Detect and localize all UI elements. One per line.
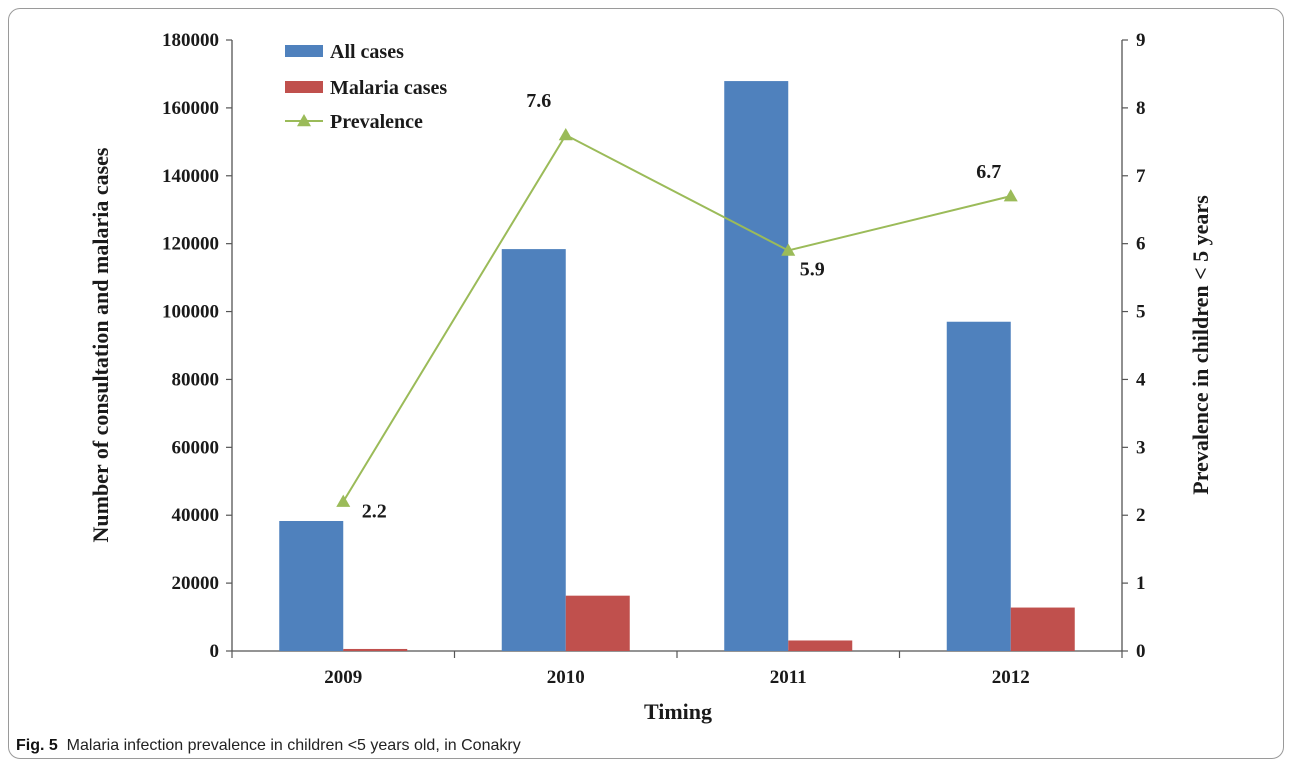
legend-swatch-malaria-cases (285, 81, 323, 93)
bar-all-cases (279, 520, 344, 651)
y-tick-label-right: 8 (1136, 98, 1146, 119)
y-tick-label-right: 3 (1136, 437, 1146, 458)
caption-text: Malaria infection prevalence in children… (66, 737, 521, 754)
y-tick-label-left: 60000 (172, 437, 220, 458)
bar-malaria-cases (1010, 607, 1075, 651)
bar-malaria-cases (565, 595, 630, 651)
figure-frame (8, 8, 1284, 759)
y-axis-title-right: Prevalence in children < 5 years (1188, 195, 1213, 495)
legend-label: All cases (330, 41, 404, 63)
legend-label: Malaria cases (330, 77, 447, 99)
legend-label: Prevalence (330, 111, 423, 133)
bar-all-cases (501, 249, 566, 651)
y-tick-label-right: 7 (1136, 166, 1146, 187)
prevalence-data-label: 7.6 (526, 90, 551, 112)
y-tick-label-left: 20000 (172, 573, 220, 594)
y-tick-label-left: 180000 (162, 30, 219, 51)
prevalence-marker (336, 494, 351, 507)
prevalence-marker (558, 128, 573, 141)
prevalence-data-label: 6.7 (976, 161, 1001, 183)
y-axis-title-left: Number of consultation and malaria cases (88, 147, 113, 542)
legend-swatch-prevalence-marker (297, 114, 311, 127)
prevalence-line (342, 133, 1011, 503)
figure-label: Fig. 5 (16, 737, 58, 754)
y-tick-label-left: 140000 (162, 166, 219, 187)
bar-malaria-cases (343, 648, 408, 651)
prevalence-marker (1003, 189, 1018, 202)
y-tick-label-right: 5 (1136, 302, 1146, 323)
y-tick-label-right: 9 (1136, 30, 1146, 51)
y-tick-label-right: 1 (1136, 573, 1146, 594)
y-tick-label-right: 4 (1136, 369, 1146, 390)
x-tick-label: 2009 (324, 667, 362, 688)
y-tick-label-left: 100000 (162, 302, 219, 323)
y-tick-label-right: 0 (1136, 641, 1146, 662)
legend-swatch-all-cases (285, 45, 323, 57)
prevalence-data-label: 5.9 (800, 258, 825, 280)
x-axis-title: Timing (644, 699, 712, 724)
y-tick-label-left: 160000 (162, 98, 219, 119)
axes: 0 20000 40000 60000 80000 100000 120000 140000 1… (162, 30, 1146, 688)
y-tick-label-left: 80000 (172, 369, 220, 390)
y-tick-label-right: 2 (1136, 505, 1146, 526)
bar-all-cases (946, 321, 1011, 651)
bars (279, 81, 1075, 652)
x-tick-label: 2011 (770, 667, 807, 688)
figure-caption: Fig. 5 Malaria infection prevalence in c… (16, 737, 1276, 755)
y-tick-label-left: 120000 (162, 234, 219, 255)
bar-malaria-cases (788, 640, 853, 651)
y-tick-label-left: 40000 (172, 505, 220, 526)
x-tick-label: 2012 (992, 667, 1030, 688)
y-tick-label-right: 6 (1136, 234, 1146, 255)
y-tick-label-left: 0 (210, 641, 220, 662)
bar-all-cases (724, 81, 789, 652)
prevalence-data-label: 2.2 (362, 501, 387, 523)
x-tick-label: 2010 (547, 667, 585, 688)
prevalence-line-group: 2.2 7.6 5.9 6.7 (336, 90, 1018, 523)
prevalence-marker (781, 243, 796, 256)
legend: All cases Malaria cases Prevalence (285, 41, 447, 133)
